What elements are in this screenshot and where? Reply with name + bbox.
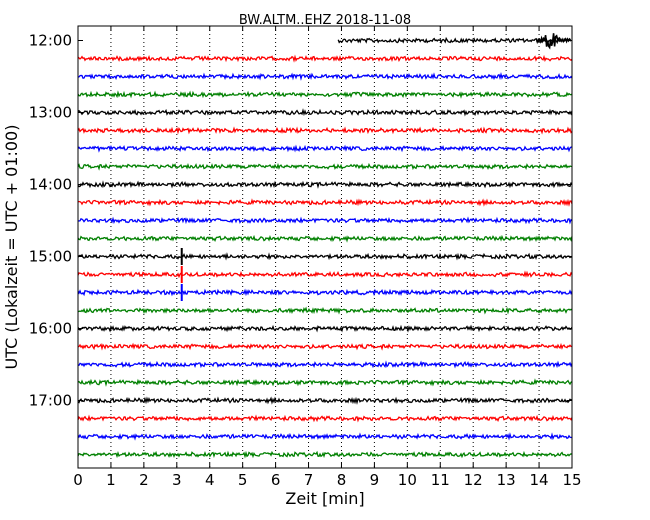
trace-1445 [77,234,573,243]
trace-1630 [77,360,573,369]
trace-1530 [77,288,573,297]
x-tick-label-8: 8 [337,471,347,489]
trace-1745 [77,450,573,459]
trace-1330 [77,144,573,153]
trace-1230 [77,71,573,81]
x-tick-label-5: 5 [238,471,248,489]
trace-1345 [77,162,573,171]
x-tick-label-13: 13 [497,471,516,489]
x-tick-label-1: 1 [106,471,116,489]
y-tick-label-1400: 14:00 [29,176,72,194]
trace-1645 [77,378,573,387]
trace-1245 [77,90,573,99]
x-tick-label-15: 15 [562,471,581,489]
x-tick-label-14: 14 [530,471,549,489]
x-tick-label-10: 10 [398,471,417,489]
trace-1430 [77,216,573,225]
x-tick-label-3: 3 [172,471,182,489]
y-tick-label-1300: 13:00 [29,104,72,122]
y-axis-label: UTC (Lokalzeit = UTC + 01:00) [2,125,21,370]
x-tick-label-11: 11 [431,471,450,489]
chart-title: BW.ALTM..EHZ 2018-11-08 [239,13,411,28]
x-tick-label-7: 7 [304,471,314,489]
trace-1700 [77,396,573,405]
trace-1315 [77,126,573,135]
trace-1200 [337,36,572,45]
plot-frame [77,25,573,469]
x-axis-label: Zeit [min] [285,489,364,508]
trace-1545 [77,306,573,315]
x-tick-label-12: 12 [464,471,483,489]
trace-1730 [77,432,573,441]
x-tick-label-9: 9 [370,471,380,489]
x-tick-label-0: 0 [73,471,83,489]
trace-1715 [77,414,573,423]
trace-1615 [77,342,573,351]
x-tick-label-4: 4 [205,471,215,489]
y-axis-ticks: 12:00 13:00 14:00 15:00 16:00 17:00 [29,32,572,410]
trace-1215 [77,54,573,63]
trace-1515 [77,270,573,279]
y-tick-label-1600: 16:00 [29,320,72,338]
x-axis-ticks: 0 1 2 3 4 5 6 7 8 9 10 11 12 13 14 15 [73,26,582,489]
trace-1600 [77,324,573,333]
trace-1500 [77,252,573,261]
trace-1415 [77,198,573,207]
seismogram-traces [77,33,573,459]
y-tick-label-1700: 17:00 [29,392,72,410]
trace-1400 [77,180,573,189]
y-tick-label-1500: 15:00 [29,248,72,266]
event-burst-1200 [536,33,572,50]
grid-lines [110,26,540,468]
y-tick-label-1200: 12:00 [29,32,72,50]
trace-1300 [77,108,573,117]
x-tick-label-2: 2 [139,471,149,489]
x-tick-label-6: 6 [271,471,281,489]
